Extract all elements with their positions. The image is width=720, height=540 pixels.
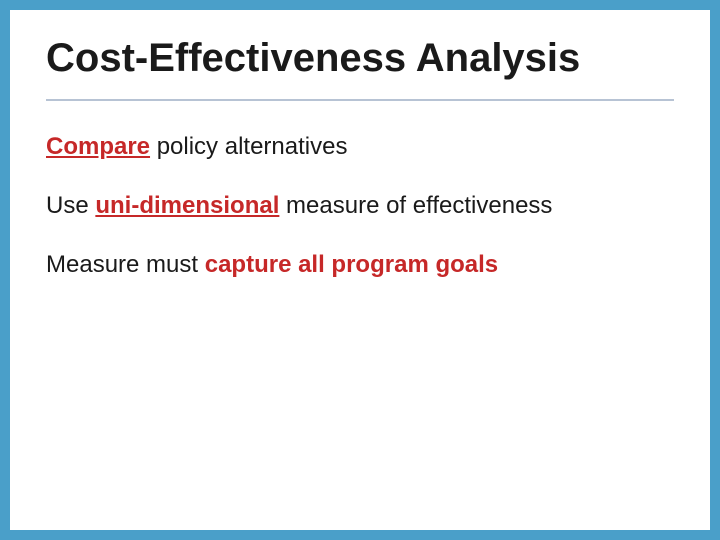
body-line-2: Use uni-dimensional measure of effective… [46, 190, 674, 221]
text-segment: Use [46, 192, 95, 219]
body-line-1: Compare policy alternatives [46, 131, 674, 162]
emphasis-compare: Compare [46, 133, 150, 160]
text-segment: measure of effectiveness [279, 192, 552, 219]
text-segment: Measure must [46, 251, 205, 278]
emphasis-capture-goals: capture all program goals [205, 251, 498, 278]
slide-frame: Cost-Effectiveness Analysis Compare poli… [0, 0, 720, 540]
title-underline [46, 99, 674, 101]
text-segment: policy alternatives [150, 133, 347, 160]
emphasis-uni-dimensional: uni-dimensional [95, 192, 279, 219]
slide-body: Compare policy alternatives Use uni-dime… [46, 131, 674, 281]
slide-title: Cost-Effectiveness Analysis [46, 36, 674, 81]
body-line-3: Measure must capture all program goals [46, 249, 674, 280]
